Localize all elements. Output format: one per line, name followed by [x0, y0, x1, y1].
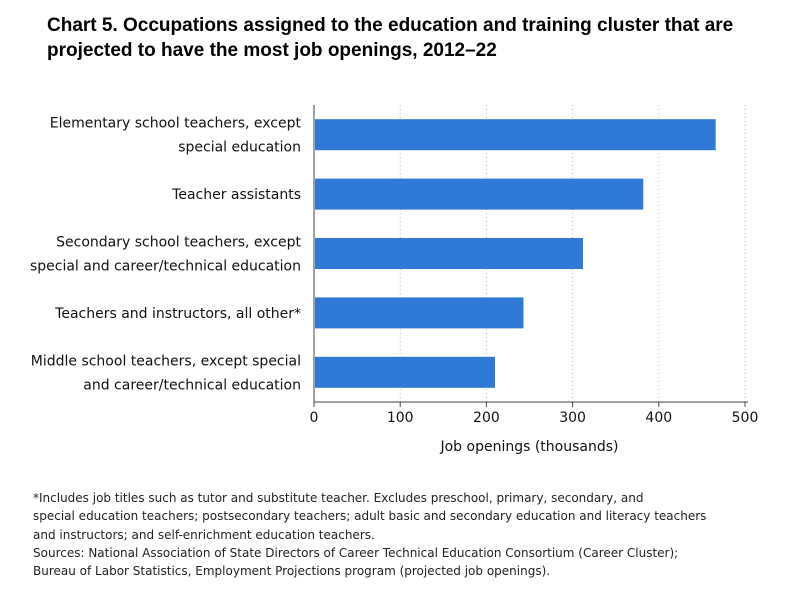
- x-tick-label-100: 100: [387, 410, 414, 426]
- chart-title-line-2: projected to have the most job openings,…: [47, 40, 497, 61]
- category-label-3-line-2: special and career/technical education: [30, 259, 301, 275]
- x-tick-label-0: 0: [310, 410, 319, 426]
- bar-2: [315, 178, 644, 210]
- category-label-1-line-2: special education: [178, 140, 301, 156]
- bar-4: [315, 297, 524, 329]
- chart-title-line-1: Chart 5. Occupations assigned to the edu…: [47, 15, 734, 36]
- x-tick-label-200: 200: [473, 410, 500, 426]
- bar-5: [315, 356, 496, 388]
- bar-3: [315, 238, 583, 269]
- category-label-5-line-1: Middle school teachers, except special: [31, 353, 301, 369]
- source-line-2: Bureau of Labor Statistics, Employment P…: [33, 564, 551, 579]
- category-label-1-line-1: Elementary school teachers, except: [50, 116, 302, 132]
- x-axis-title: Job openings (thousands): [439, 439, 618, 455]
- footnote-line-2: special education teachers; postsecondar…: [33, 509, 707, 524]
- chart-notes: *Includes job titles such as tutor and s…: [33, 489, 793, 580]
- x-tick-label-400: 400: [645, 410, 672, 426]
- footnote-line-1: *Includes job titles such as tutor and s…: [33, 491, 644, 505]
- category-label-3-line-1: Secondary school teachers, except: [56, 235, 301, 251]
- footnote-line-3: and instructors; and self-enrichment edu…: [33, 527, 375, 542]
- x-tick-label-500: 500: [732, 410, 759, 426]
- bar-chart: Elementary school teachers, except specia…: [30, 105, 759, 455]
- chart-title: Chart 5. Occupations assigned to the edu…: [47, 13, 787, 63]
- source-line-1: Sources: National Association of State D…: [33, 545, 679, 560]
- category-label-2-line-1: Teacher assistants: [171, 187, 301, 203]
- category-label-4-line-1: Teachers and instructors, all other*: [54, 306, 301, 322]
- category-label-5-line-2: and career/technical education: [83, 377, 301, 393]
- bar-1: [315, 119, 716, 151]
- x-tick-label-300: 300: [559, 410, 586, 426]
